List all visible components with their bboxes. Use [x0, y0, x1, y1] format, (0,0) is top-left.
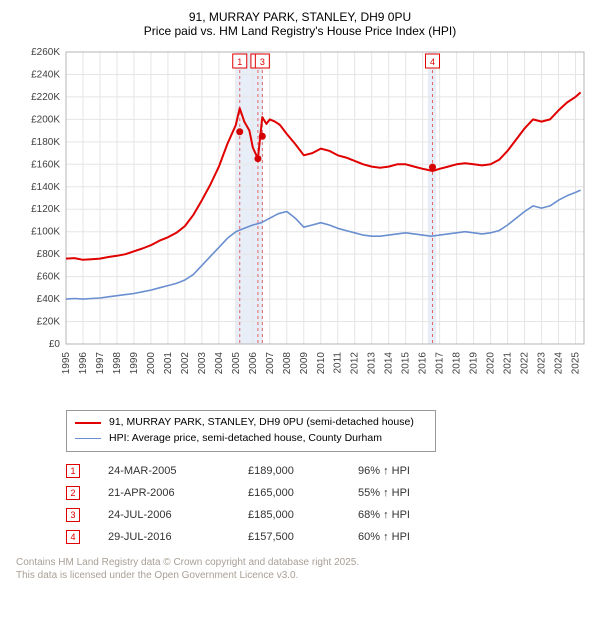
- svg-text:£220K: £220K: [31, 92, 60, 103]
- legend-swatch: [75, 422, 101, 424]
- svg-text:4: 4: [430, 57, 435, 67]
- svg-text:2012: 2012: [350, 352, 361, 375]
- svg-text:2006: 2006: [248, 352, 259, 375]
- sale-pct: 68% ↑ HPI: [358, 509, 468, 521]
- svg-text:2018: 2018: [452, 352, 463, 375]
- svg-text:£60K: £60K: [37, 272, 61, 283]
- svg-text:2016: 2016: [418, 352, 429, 375]
- svg-text:1999: 1999: [129, 352, 140, 375]
- sale-pct: 96% ↑ HPI: [358, 465, 468, 477]
- sale-pct: 55% ↑ HPI: [358, 487, 468, 499]
- svg-text:£20K: £20K: [37, 317, 61, 328]
- svg-text:2002: 2002: [180, 352, 191, 375]
- footer-attribution: Contains HM Land Registry data © Crown c…: [16, 556, 592, 582]
- legend-label: HPI: Average price, semi-detached house,…: [109, 431, 382, 447]
- svg-text:£80K: £80K: [37, 249, 61, 260]
- sale-row: 4 29-JUL-2016£157,50060% ↑ HPI: [66, 526, 592, 548]
- footer-line-2: This data is licensed under the Open Gov…: [16, 569, 592, 582]
- svg-text:2003: 2003: [197, 352, 208, 375]
- svg-text:3: 3: [260, 57, 265, 67]
- svg-text:£200K: £200K: [31, 114, 60, 125]
- sale-row: 2 21-APR-2006£165,00055% ↑ HPI: [66, 482, 592, 504]
- svg-text:2010: 2010: [316, 352, 327, 375]
- svg-text:£120K: £120K: [31, 204, 60, 215]
- sale-marker: 4: [66, 530, 80, 544]
- svg-text:1996: 1996: [78, 352, 89, 375]
- svg-text:1995: 1995: [61, 352, 72, 375]
- legend-item: 91, MURRAY PARK, STANLEY, DH9 0PU (semi-…: [75, 415, 427, 431]
- legend-swatch: [75, 438, 101, 439]
- title-line-1: 91, MURRAY PARK, STANLEY, DH9 0PU: [8, 10, 592, 24]
- sale-date: 24-JUL-2006: [108, 509, 248, 521]
- sale-price: £165,000: [248, 487, 358, 499]
- footer-line-1: Contains HM Land Registry data © Crown c…: [16, 556, 592, 569]
- svg-text:£180K: £180K: [31, 137, 60, 148]
- svg-text:2004: 2004: [214, 352, 225, 375]
- sale-marker: 1: [66, 464, 80, 478]
- sale-price: £185,000: [248, 509, 358, 521]
- legend-item: HPI: Average price, semi-detached house,…: [75, 431, 427, 447]
- legend: 91, MURRAY PARK, STANLEY, DH9 0PU (semi-…: [66, 410, 436, 452]
- svg-text:£140K: £140K: [31, 182, 60, 193]
- sale-date: 24-MAR-2005: [108, 465, 248, 477]
- sale-date: 29-JUL-2016: [108, 531, 248, 543]
- chart-area: £0 £20K £40K £60K £80K £100K £120K £140K £160K £1…: [8, 44, 592, 404]
- page: 91, MURRAY PARK, STANLEY, DH9 0PU Price …: [0, 0, 600, 590]
- svg-text:2015: 2015: [401, 352, 412, 375]
- chart-title: 91, MURRAY PARK, STANLEY, DH9 0PU Price …: [8, 10, 592, 38]
- svg-text:2009: 2009: [299, 352, 310, 375]
- svg-text:£160K: £160K: [31, 159, 60, 170]
- svg-text:£100K: £100K: [31, 227, 60, 238]
- title-line-2: Price paid vs. HM Land Registry's House …: [8, 24, 592, 38]
- sale-price: £157,500: [248, 531, 358, 543]
- svg-text:2005: 2005: [231, 352, 242, 375]
- svg-text:2000: 2000: [146, 352, 157, 375]
- svg-text:1997: 1997: [95, 352, 106, 375]
- sales-table: 1 24-MAR-2005£189,00096% ↑ HPI 2 21-APR-200…: [66, 460, 592, 548]
- svg-text:2025: 2025: [571, 352, 582, 375]
- svg-text:2017: 2017: [435, 352, 446, 375]
- svg-text:2008: 2008: [282, 352, 293, 375]
- svg-text:2024: 2024: [554, 352, 565, 375]
- svg-text:£40K: £40K: [37, 294, 61, 305]
- svg-text:1: 1: [237, 57, 242, 67]
- svg-text:2022: 2022: [520, 352, 531, 375]
- svg-text:2001: 2001: [163, 352, 174, 375]
- sale-price: £189,000: [248, 465, 358, 477]
- svg-text:2020: 2020: [486, 352, 497, 375]
- svg-text:2013: 2013: [367, 352, 378, 375]
- sale-row: 3 24-JUL-2006£185,00068% ↑ HPI: [66, 504, 592, 526]
- sale-marker: 2: [66, 486, 80, 500]
- svg-text:2011: 2011: [333, 352, 344, 374]
- svg-text:£260K: £260K: [31, 47, 60, 58]
- legend-label: 91, MURRAY PARK, STANLEY, DH9 0PU (semi-…: [109, 415, 414, 431]
- sale-marker: 3: [66, 508, 80, 522]
- sale-row: 1 24-MAR-2005£189,00096% ↑ HPI: [66, 460, 592, 482]
- svg-text:£0: £0: [49, 339, 61, 350]
- svg-text:2023: 2023: [537, 352, 548, 375]
- svg-text:2014: 2014: [384, 352, 395, 375]
- svg-text:£240K: £240K: [31, 69, 60, 80]
- svg-text:2007: 2007: [265, 352, 276, 375]
- sale-pct: 60% ↑ HPI: [358, 531, 468, 543]
- svg-text:2021: 2021: [503, 352, 514, 375]
- svg-text:1998: 1998: [112, 352, 123, 375]
- sale-date: 21-APR-2006: [108, 487, 248, 499]
- svg-text:2019: 2019: [469, 352, 480, 375]
- line-chart: £0 £20K £40K £60K £80K £100K £120K £140K £160K £1…: [8, 44, 592, 404]
